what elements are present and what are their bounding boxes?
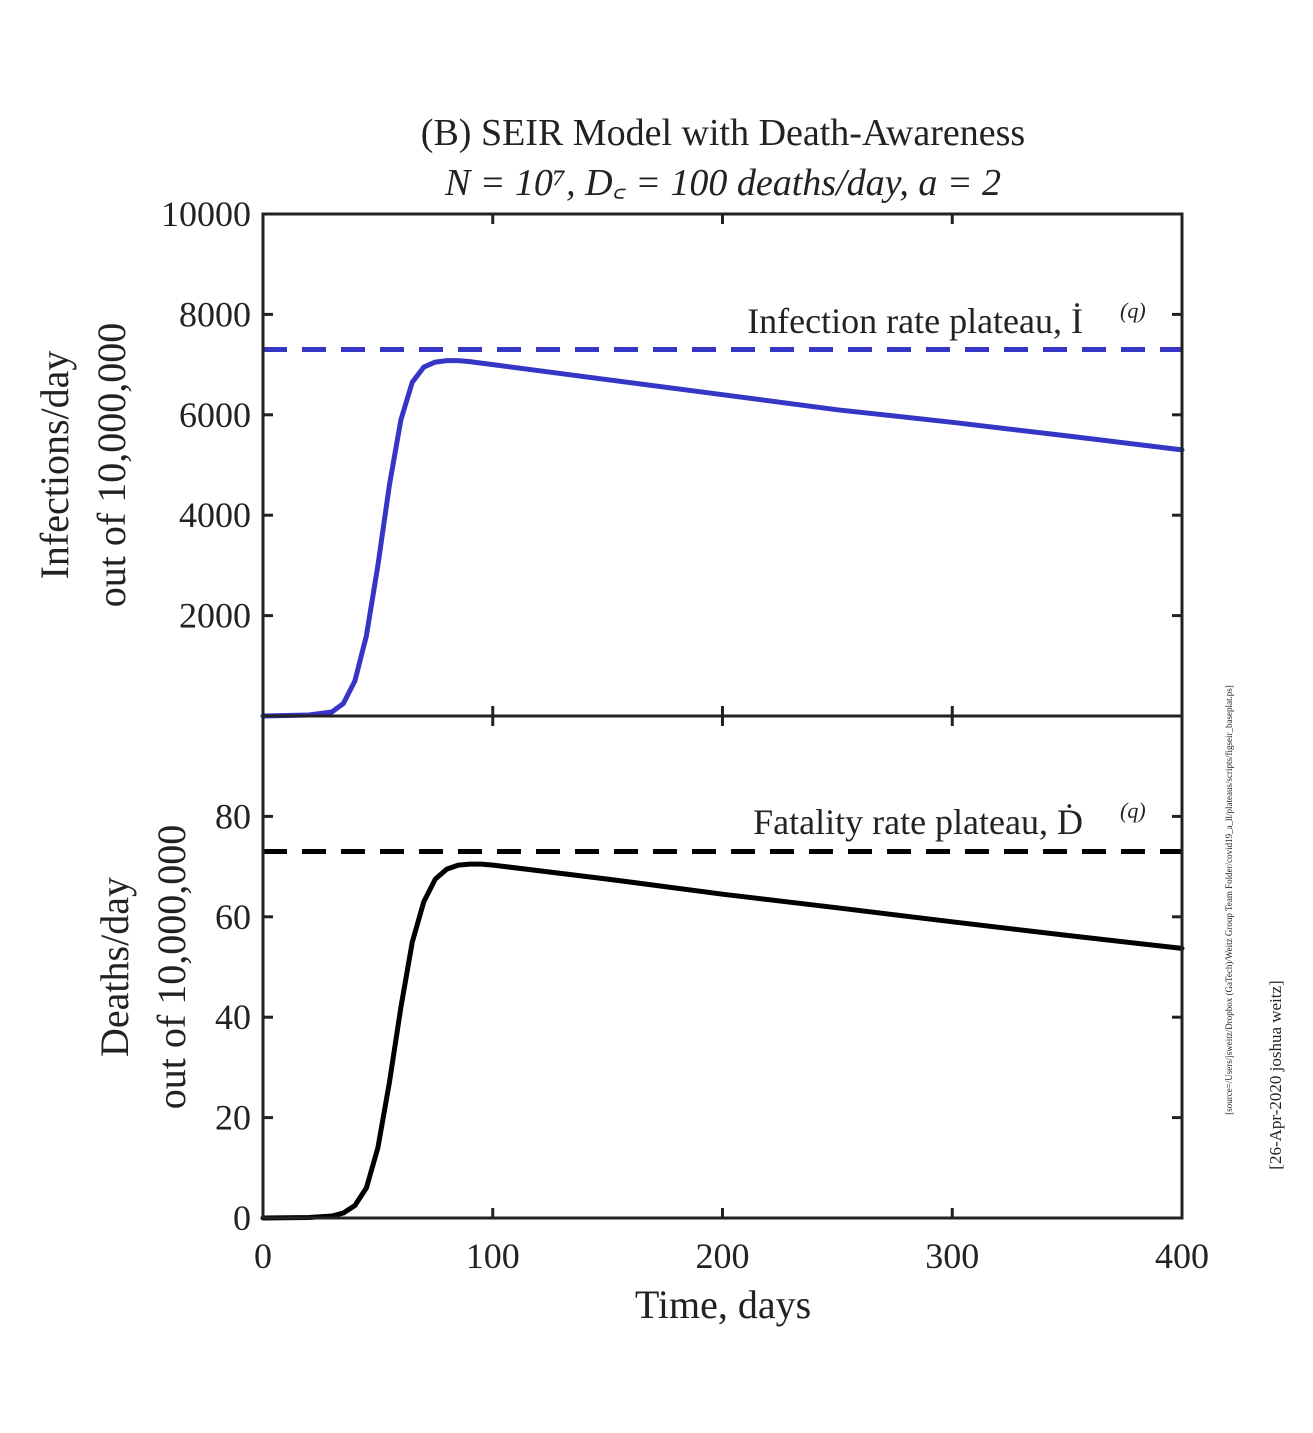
date-author-stamp: [26-Apr-2020 joshua weitz]	[1266, 980, 1285, 1169]
deaths-panel: 0 20 40 60 80 0 100 200 300 400 Fatality rate pl…	[92, 714, 1209, 1327]
infections-y-ticks: 2000 4000 6000 8000 10000	[161, 194, 1182, 716]
deaths-y-label: Deaths/day out of 10,000,000	[92, 825, 194, 1109]
deaths-series-line	[260, 861, 1185, 1221]
deaths-y-tick-label: 0	[233, 1198, 251, 1238]
deaths-y-tick-label: 80	[215, 796, 251, 836]
x-tick-label: 400	[1155, 1236, 1209, 1276]
chart-subtitle: N = 10⁷, D꜀ = 100 deaths/day, a = 2	[444, 162, 1001, 204]
infections-y-label-line1: Infections/day	[32, 351, 77, 580]
fatality-plateau-label: Fatality rate plateau, Ḋ	[753, 802, 1083, 842]
infections-y-tick-label: 2000	[179, 596, 251, 636]
fatality-plateau-superscript: (q)	[1120, 798, 1146, 823]
deaths-y-tick-label: 40	[215, 997, 251, 1037]
infections-y-label: Infections/day out of 10,000,000	[32, 323, 134, 607]
infections-y-tick-label: 4000	[179, 495, 251, 535]
deaths-y-ticks: 0 20 40 60 80	[215, 716, 1182, 1238]
chart-title: (B) SEIR Model with Death-Awareness	[421, 112, 1025, 154]
infections-y-tick-label: 6000	[179, 395, 251, 435]
infections-axes-box	[261, 212, 1184, 718]
infection-plateau-label: Infection rate plateau, İ	[747, 301, 1083, 341]
x-tick-label: 300	[925, 1236, 979, 1276]
source-path-note: [source=/Users/jsweitz/Dropbox (GaTech)/…	[1224, 685, 1234, 1115]
infection-plateau-superscript: (q)	[1120, 298, 1146, 323]
infections-panel: 2000 4000 6000 8000 10000 Infection rate pla…	[32, 194, 1185, 719]
deaths-plot-area	[260, 849, 1185, 1221]
x-tick-label: 100	[466, 1236, 520, 1276]
infections-y-tick-label: 8000	[179, 294, 251, 334]
x-tick-label: 200	[696, 1236, 750, 1276]
deaths-x-ticks: 0 100 200 300 400	[254, 1236, 1209, 1276]
infections-y-label-line2: out of 10,000,000	[89, 323, 134, 607]
infections-plot-area	[260, 347, 1185, 719]
deaths-y-tick-label: 60	[215, 897, 251, 937]
infections-y-tick-label: 10000	[161, 194, 251, 234]
infections-series-line	[260, 358, 1185, 719]
deaths-y-label-line1: Deaths/day	[92, 877, 137, 1057]
deaths-y-tick-label: 20	[215, 1098, 251, 1138]
x-axis-label: Time, days	[635, 1282, 811, 1327]
deaths-axes-box	[261, 714, 1184, 1220]
x-tick-label: 0	[254, 1236, 272, 1276]
deaths-y-label-line2: out of 10,000,000	[149, 825, 194, 1109]
